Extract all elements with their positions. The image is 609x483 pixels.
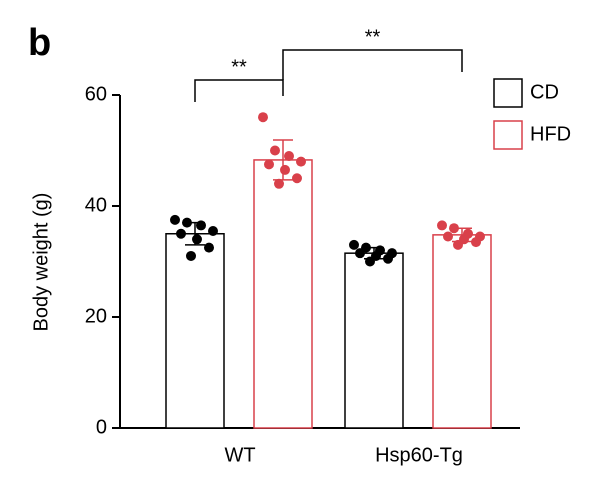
data-point — [383, 253, 393, 264]
data-point — [349, 239, 359, 250]
data-point — [280, 164, 290, 175]
data-point — [274, 178, 284, 189]
data-point — [264, 159, 274, 170]
bar — [432, 234, 492, 429]
data-point — [453, 239, 463, 250]
legend-swatch — [493, 120, 523, 150]
data-point — [471, 237, 481, 248]
y-axis-label: Body weight (g) — [30, 193, 52, 332]
data-point — [208, 225, 218, 236]
significance-bracket — [194, 79, 284, 102]
y-tick-label: 60 — [85, 83, 107, 105]
bar — [165, 233, 225, 429]
panel-label: b — [28, 22, 51, 64]
data-point — [270, 145, 280, 156]
x-tick-label: WT — [224, 444, 255, 466]
y-tick-label: 20 — [85, 305, 107, 327]
data-point — [204, 242, 214, 253]
data-point — [443, 231, 453, 242]
y-tick-label: 0 — [96, 416, 107, 438]
x-tick-label: Hsp60-Tg — [375, 444, 463, 466]
data-point — [284, 151, 294, 162]
significance-bracket — [282, 49, 463, 80]
legend-swatch — [493, 78, 523, 108]
bar — [253, 159, 313, 429]
bar — [344, 252, 404, 429]
data-point — [258, 112, 268, 123]
data-point — [296, 156, 306, 167]
legend-label: CD — [530, 81, 559, 103]
data-point — [355, 248, 365, 259]
data-point — [170, 214, 180, 225]
significance-label: ** — [231, 56, 247, 78]
data-point — [186, 250, 196, 261]
significance-label: ** — [365, 26, 381, 48]
data-point — [292, 173, 302, 184]
data-point — [437, 220, 447, 231]
data-point — [192, 234, 202, 245]
data-point — [176, 228, 186, 239]
legend-label: HFD — [530, 123, 571, 145]
y-tick-label: 40 — [85, 194, 107, 216]
